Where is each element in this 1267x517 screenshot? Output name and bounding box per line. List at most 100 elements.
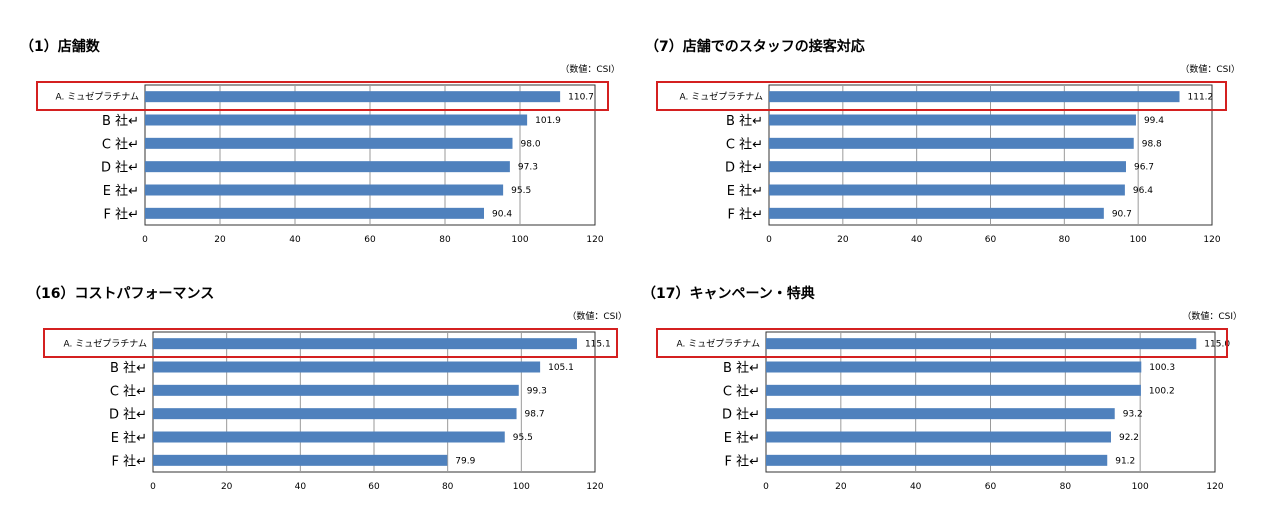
- chart-title: （7）店舗でのスタッフの接客対応: [645, 39, 865, 55]
- category-label: C 社↵: [110, 383, 147, 399]
- bar: [153, 384, 519, 396]
- bar: [153, 408, 517, 420]
- bar-value-label: 115.1: [585, 340, 611, 350]
- x-tick-label: 80: [442, 482, 454, 492]
- bar: [766, 338, 1197, 350]
- highlight-box: [656, 328, 1228, 358]
- category-label: D 社↵: [722, 407, 760, 423]
- bar-chart: 0 20 40 60 80 100 120 110.7 A. ミュゼプラチナム 101.9 B 社↵…: [56, 84, 604, 245]
- x-tick-label: 120: [1206, 482, 1223, 492]
- x-tick-label: 60: [985, 235, 997, 245]
- bar: [766, 408, 1115, 420]
- x-tick-label: 120: [1203, 235, 1220, 245]
- bar-chart: 0 20 40 60 80 100 120 111.2 A. ミュゼプラチナム 99.4 B 社↵ 9…: [680, 84, 1221, 245]
- bar-value-label: 99.4: [1144, 116, 1164, 126]
- x-tick-label: 100: [1130, 235, 1147, 245]
- category-label: D 社↵: [725, 160, 763, 176]
- chart-panel-store-count: （1）店舗数 （数値：CSI） 0 20 40 60 80 100 120 110.7 A. ミ…: [20, 30, 620, 270]
- category-label-highlighted: A. ミュゼプラチナム: [680, 91, 763, 103]
- bar: [145, 161, 510, 173]
- category-label: B 社↵: [110, 360, 147, 376]
- bar-value-label: 79.9: [455, 456, 475, 466]
- bar: [766, 384, 1141, 396]
- x-tick-label: 100: [511, 235, 528, 245]
- bar-value-label: 92.2: [1119, 433, 1139, 443]
- bar: [145, 184, 504, 196]
- category-label: E 社↵: [103, 183, 139, 199]
- bar: [145, 91, 561, 103]
- x-tick-label: 0: [150, 482, 156, 492]
- bar-value-label: 99.3: [527, 386, 547, 396]
- bar-value-label: 98.0: [521, 139, 541, 149]
- bar-value-label: 105.1: [548, 363, 574, 373]
- category-label-highlighted: A. ミュゼプラチナム: [56, 91, 139, 103]
- bar: [145, 207, 484, 219]
- bar-value-label: 95.5: [511, 186, 531, 196]
- chart-panel-staff-service: （7）店舗でのスタッフの接客対応 （数値：CSI） 0 20 40 60 80 100 12…: [645, 30, 1245, 270]
- bar-value-label: 96.4: [1133, 186, 1153, 196]
- category-label: F 社↵: [724, 453, 760, 469]
- unit-label: （数値：CSI）: [560, 65, 620, 75]
- highlight-box: [43, 328, 618, 358]
- bar: [153, 361, 541, 373]
- bar: [145, 137, 513, 149]
- highlight-box: [656, 81, 1227, 111]
- category-label: F 社↵: [727, 206, 763, 222]
- category-label: C 社↵: [723, 383, 760, 399]
- chart-title: （1）店舗数: [20, 39, 100, 55]
- highlight-box: [36, 81, 609, 111]
- bar-value-label: 90.7: [1112, 209, 1132, 219]
- bar: [769, 137, 1134, 149]
- x-tick-label: 0: [763, 482, 769, 492]
- category-label: E 社↵: [727, 183, 763, 199]
- category-label: B 社↵: [726, 113, 763, 129]
- x-tick-label: 120: [586, 482, 603, 492]
- chart-title: （16）コストパフォーマンス: [27, 286, 215, 302]
- bar-value-label: 111.2: [1188, 93, 1214, 103]
- bar: [769, 91, 1180, 103]
- bar-value-label: 98.8: [1142, 139, 1162, 149]
- x-tick-label: 60: [985, 482, 997, 492]
- x-tick-label: 40: [911, 235, 923, 245]
- x-tick-label: 80: [1060, 482, 1072, 492]
- x-tick-label: 20: [837, 235, 849, 245]
- bar: [769, 161, 1126, 173]
- chart-panel-campaign: （17）キャンペーン・特典 （数値：CSI） 0 20 40 60 80 100 120 11…: [642, 277, 1242, 517]
- bar: [153, 431, 505, 443]
- bar: [769, 114, 1136, 126]
- x-tick-label: 40: [910, 482, 922, 492]
- category-label: C 社↵: [102, 136, 139, 152]
- bar-value-label: 90.4: [492, 209, 512, 219]
- x-tick-label: 40: [289, 235, 301, 245]
- bar-value-label: 110.7: [568, 93, 594, 103]
- category-label: B 社↵: [723, 360, 760, 376]
- x-tick-label: 100: [513, 482, 530, 492]
- x-tick-label: 40: [295, 482, 307, 492]
- category-label: B 社↵: [102, 113, 139, 129]
- x-tick-label: 20: [221, 482, 233, 492]
- unit-label: （数値：CSI）: [1180, 65, 1240, 75]
- category-label: F 社↵: [103, 206, 139, 222]
- bar-value-label: 100.3: [1149, 363, 1175, 373]
- bar-value-label: 96.7: [1134, 163, 1154, 173]
- bar-value-label: 97.3: [518, 163, 538, 173]
- bar-value-label: 101.9: [535, 116, 561, 126]
- bar: [145, 114, 528, 126]
- category-label-highlighted: A. ミュゼプラチナム: [677, 338, 760, 350]
- x-tick-label: 20: [835, 482, 847, 492]
- x-tick-label: 0: [766, 235, 772, 245]
- x-tick-label: 80: [439, 235, 451, 245]
- category-label: C 社↵: [726, 136, 763, 152]
- bar-value-label: 91.2: [1115, 456, 1135, 466]
- x-tick-label: 120: [586, 235, 603, 245]
- unit-label: （数値：CSI）: [567, 312, 627, 322]
- bar-chart: 0 20 40 60 80 100 120 115.1 A. ミュゼプラチナム 105.1 B 社↵…: [64, 331, 611, 492]
- bar: [766, 431, 1111, 443]
- category-label: E 社↵: [724, 430, 760, 446]
- x-tick-label: 60: [368, 482, 380, 492]
- category-label: D 社↵: [109, 407, 147, 423]
- category-label-highlighted: A. ミュゼプラチナム: [64, 338, 147, 350]
- bar: [766, 454, 1108, 466]
- bar: [769, 184, 1125, 196]
- bar: [766, 361, 1142, 373]
